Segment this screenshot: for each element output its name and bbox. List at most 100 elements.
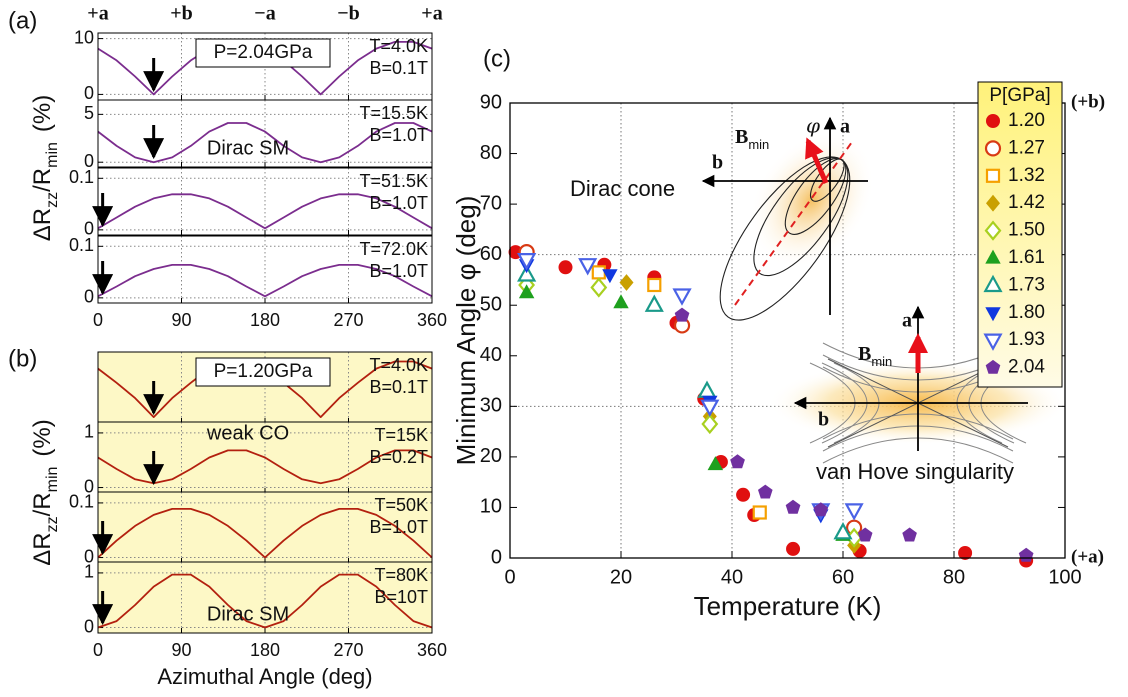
subplot-frame — [97, 99, 433, 168]
inset-label: Bmin — [735, 126, 769, 152]
marker — [984, 140, 1002, 157]
inset-label: b — [712, 152, 723, 174]
y-tick-label: 50 — [480, 294, 502, 316]
y-tick-label: 0 — [84, 546, 94, 566]
marker — [844, 503, 864, 521]
curve — [97, 264, 433, 298]
inset-label: φ — [806, 114, 820, 138]
y-tick-label: 20 — [480, 445, 502, 467]
x-tick-label: 20 — [610, 566, 632, 588]
top-axis-label: +a — [421, 3, 442, 25]
y-tick-label: 0 — [84, 476, 94, 496]
subplot-background — [98, 492, 432, 563]
marker — [578, 258, 598, 276]
marker — [785, 499, 801, 514]
y-axis-label-part: /R — [29, 492, 56, 516]
pressure-box — [195, 38, 331, 68]
inset-contour — [719, 156, 851, 321]
condition-label: B=1.0T — [369, 125, 428, 145]
inset-label: Bmin — [858, 343, 892, 369]
y-axis-label-part: ΔR — [29, 532, 56, 565]
y-axis-label-part: ΔR — [29, 208, 56, 241]
condition-label: T=80K — [374, 565, 428, 585]
marker — [833, 522, 853, 540]
y-tick-label: 0 — [84, 219, 94, 239]
y-axis-label-part: zz — [44, 516, 61, 532]
condition-label: B=0.1T — [369, 377, 428, 397]
y-tick-label: 5 — [84, 103, 94, 123]
inset-label: a — [840, 116, 850, 138]
marker — [590, 277, 608, 298]
inset-label-part: min — [748, 137, 769, 152]
y-tick-label: 0 — [491, 546, 502, 568]
x-tick-label: 40 — [721, 566, 743, 588]
y-tick-label: 1 — [84, 422, 94, 442]
x-tick-label: 270 — [333, 310, 363, 330]
x-tick-label: 180 — [250, 640, 280, 660]
condition-label: B=0.1T — [369, 58, 428, 78]
marker — [985, 249, 1001, 264]
condition-label: T=72.0K — [359, 239, 428, 259]
inset-dashed — [734, 141, 853, 306]
marker — [986, 114, 1000, 128]
marker — [958, 545, 973, 560]
marker — [644, 294, 664, 312]
marker — [902, 527, 917, 542]
marker — [985, 307, 1001, 322]
x-tick-label: 360 — [417, 310, 447, 330]
legend-label: 1.61 — [1008, 247, 1045, 268]
condition-label: T=15K — [374, 425, 428, 445]
subplot-frame — [97, 167, 433, 236]
pressure-box — [195, 357, 331, 387]
right-axis-label: (+b) — [1071, 91, 1105, 112]
legend-label: 1.73 — [1008, 274, 1045, 295]
y-tick-label: 0.1 — [69, 167, 94, 187]
marker — [647, 277, 662, 293]
y-tick-label: 1 — [84, 562, 94, 582]
legend-label: 1.42 — [1008, 192, 1045, 213]
annotation: Dirac SM — [207, 137, 289, 159]
inset-label-part: B — [735, 126, 748, 148]
x-tick-label: 80 — [943, 566, 965, 588]
legend-label: 1.27 — [1008, 137, 1045, 158]
top-axis-label: −b — [337, 3, 360, 25]
y-tick-label: 30 — [480, 395, 502, 417]
condition-label: T=50K — [374, 495, 428, 515]
annotation: Dirac SM — [207, 603, 289, 625]
y-axis-label-part: min — [44, 142, 61, 168]
condition-label: B=0.2T — [369, 447, 428, 467]
marker — [701, 413, 719, 435]
marker — [985, 168, 1001, 183]
inset-label: b — [818, 409, 829, 431]
condition-label: T=51.5K — [359, 171, 428, 191]
marker — [613, 294, 629, 309]
condition-label: B=1.0T — [369, 517, 428, 537]
panel-label: (b) — [8, 345, 37, 372]
marker — [786, 541, 801, 556]
top-axis-label: +a — [87, 3, 108, 25]
top-axis-label: +b — [170, 3, 193, 25]
marker — [518, 284, 535, 299]
marker — [672, 288, 692, 306]
marker — [983, 333, 1003, 351]
marker — [983, 274, 1003, 293]
y-tick-label: 90 — [480, 91, 502, 113]
condition-label: T=4.0K — [369, 355, 428, 375]
marker — [558, 260, 573, 275]
marker — [591, 265, 606, 280]
x-tick-label: 0 — [504, 566, 515, 588]
marker — [700, 399, 720, 417]
pressure-label: P=1.20GPa — [214, 361, 313, 382]
marker — [986, 194, 1000, 212]
subplot-background — [98, 562, 432, 633]
marker — [602, 269, 618, 284]
marker — [736, 487, 751, 502]
y-axis-label-part: zz — [44, 192, 61, 208]
marker — [730, 454, 745, 469]
pressure-label: P=2.04GPa — [214, 42, 313, 63]
curve — [97, 508, 433, 559]
inset-label-part: min — [871, 354, 892, 369]
x-tick-label: 90 — [171, 640, 191, 660]
inset-label-part: B — [858, 343, 871, 365]
legend-label: 1.50 — [1008, 220, 1045, 241]
